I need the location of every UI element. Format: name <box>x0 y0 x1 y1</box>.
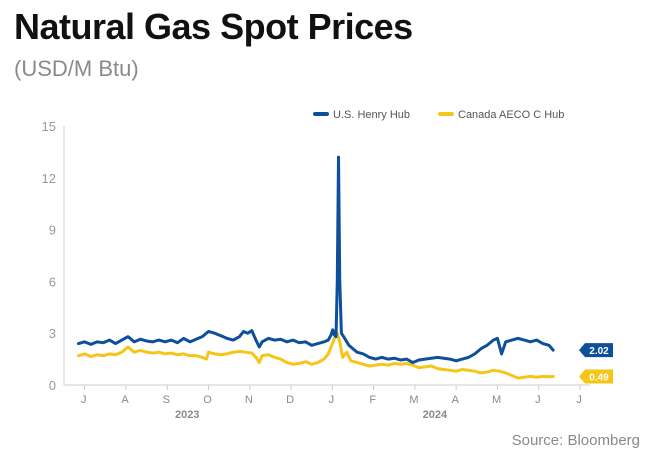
x-month-label: A <box>121 394 129 406</box>
x-axis: J A S O N D J F M A M J J 2023 2024 <box>64 384 590 421</box>
chart-legend: U.S. Henry Hub Canada AECO C Hub <box>313 109 564 121</box>
y-tick-label: 15 <box>42 119 56 134</box>
series-line-aeco <box>76 331 555 380</box>
x-month-label: J <box>81 394 87 406</box>
y-axis: 0 3 6 9 12 15 <box>42 119 65 393</box>
x-month-label: O <box>203 394 212 406</box>
legend-label: U.S. Henry Hub <box>333 109 410 121</box>
legend-label: Canada AECO C Hub <box>458 109 564 121</box>
x-month-label: D <box>286 394 294 406</box>
x-month-label: J <box>576 394 582 406</box>
y-tick-label: 12 <box>42 171 56 186</box>
x-month-label: M <box>492 394 502 406</box>
chart-title: Natural Gas Spot Prices <box>14 6 413 47</box>
source-note: Source: Bloomberg <box>511 432 640 449</box>
end-value-label: 0.49 <box>589 373 609 384</box>
chart-subtitle: (USD/M Btu) <box>14 56 139 81</box>
x-month-label: J <box>329 394 335 406</box>
x-year-label: 2024 <box>423 409 448 421</box>
end-label-box <box>579 343 613 358</box>
x-month-label: N <box>245 394 253 406</box>
y-tick-label: 3 <box>49 326 56 341</box>
x-month-label: F <box>369 394 376 406</box>
end-labels: 2.02 0.49 <box>579 343 613 384</box>
end-value-label: 2.02 <box>589 346 609 357</box>
series-line-henry-hub <box>76 155 555 365</box>
y-tick-label: 6 <box>49 274 56 289</box>
y-tick-label: 0 <box>49 378 56 393</box>
x-month-label: S <box>163 394 171 406</box>
series-lines <box>76 155 555 380</box>
y-tick-label: 9 <box>49 223 56 238</box>
x-month-label: A <box>452 394 460 406</box>
x-month-label: M <box>409 394 419 406</box>
x-year-label: 2023 <box>175 409 199 421</box>
x-month-label: J <box>535 394 541 406</box>
end-label-box <box>579 369 613 384</box>
